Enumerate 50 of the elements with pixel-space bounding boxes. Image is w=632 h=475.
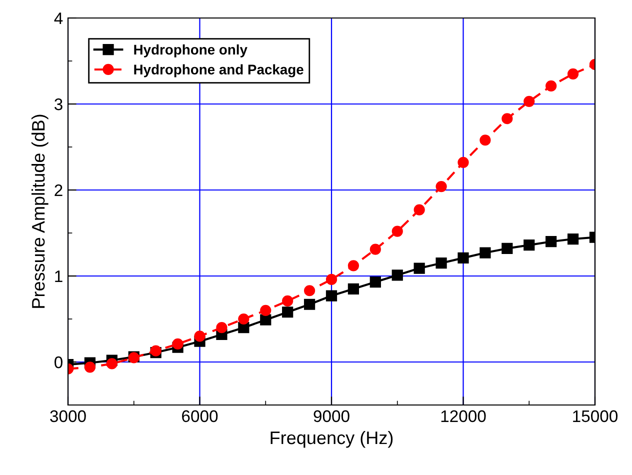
y-tick-label: 1 [55,270,62,282]
point [216,322,228,334]
point [84,362,96,373]
point [282,295,294,306]
x-axis-title: Frequency (Hz) [270,430,393,448]
legend-label: Hydrophone only [134,44,248,58]
y-tick-label: 0 [54,356,62,368]
point [172,338,184,350]
point [546,80,557,92]
point [436,181,447,192]
point [502,113,513,124]
point [392,226,403,237]
point [392,270,403,281]
x-tick-label: 15000 [573,410,618,422]
point [238,313,250,325]
point [260,314,272,326]
y-axis-title: Pressure Amplitude (dB) [31,114,48,308]
y-tick-label: 4 [54,12,63,24]
y-tick-label: 3 [54,98,62,110]
point [106,358,118,370]
point [414,204,425,216]
point [194,330,206,342]
point [370,276,381,288]
x-tick-label: 12000 [441,410,486,422]
point [458,156,469,168]
point [567,233,579,245]
x-tick-label: 3000 [50,410,86,422]
point [326,274,338,285]
legend-label: Hydrophone and Package [134,64,304,78]
point [414,262,425,274]
point [304,285,316,296]
point [546,236,557,248]
point [524,239,535,251]
point [348,283,360,294]
point [436,258,447,269]
point [524,96,535,107]
point [567,68,579,80]
point [304,298,316,310]
x-tick-label: 9000 [314,410,350,422]
point [480,247,491,258]
x-tick-label: 6000 [182,410,218,422]
point [282,306,294,318]
point [370,244,381,255]
point [480,134,491,146]
point [326,290,338,302]
point [458,252,469,264]
point [260,304,272,316]
y-tick-label: 2 [54,184,62,196]
point [348,260,360,272]
point [502,242,513,254]
